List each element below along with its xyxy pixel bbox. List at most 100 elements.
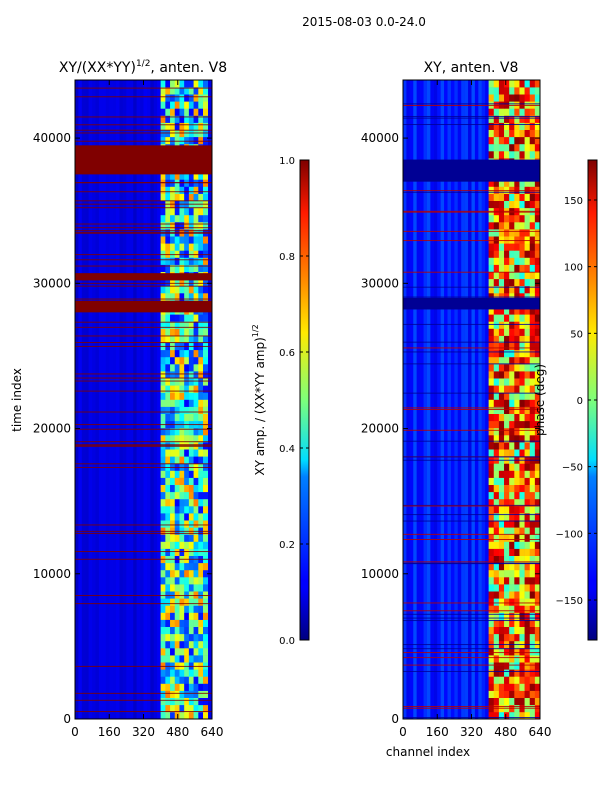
heatmap-cell bbox=[165, 427, 171, 436]
heatmap-cell bbox=[75, 80, 79, 719]
heatmap-cell bbox=[504, 612, 510, 620]
heatmap-cell bbox=[509, 179, 515, 187]
colorbar-tick-label: 50 bbox=[570, 329, 583, 340]
heatmap-cell bbox=[493, 129, 500, 138]
heatmap-cell bbox=[188, 278, 194, 287]
heatmap-cell bbox=[493, 378, 500, 386]
heatmap-cell bbox=[184, 648, 190, 656]
heatmap-cell bbox=[509, 314, 515, 322]
heatmap-cell bbox=[529, 356, 536, 365]
heatmap-cell bbox=[165, 285, 171, 294]
heatmap-cell bbox=[188, 87, 194, 95]
heatmap-cell bbox=[170, 243, 176, 251]
heatmap-cell bbox=[514, 250, 520, 258]
heatmap-cell bbox=[519, 285, 525, 294]
heatmap-cell bbox=[203, 427, 209, 436]
heatmap-cell bbox=[498, 236, 505, 244]
heatmap-cell bbox=[488, 619, 495, 627]
heatmap-cell bbox=[198, 427, 204, 436]
heatmap-cell bbox=[184, 697, 190, 706]
heatmap-cell bbox=[524, 697, 531, 706]
heatmap-cell bbox=[203, 569, 209, 578]
heatmap-cell bbox=[203, 449, 209, 457]
heatmap-cell bbox=[165, 491, 171, 500]
heatmap-cell bbox=[514, 271, 520, 280]
heatmap-cell bbox=[504, 250, 510, 258]
heatmap-cell bbox=[504, 527, 510, 535]
heatmap-cell bbox=[524, 236, 531, 244]
heatmap-cell bbox=[184, 569, 190, 578]
heatmap-cell bbox=[488, 477, 495, 485]
heatmap-cell bbox=[488, 108, 495, 116]
heatmap-cell bbox=[514, 378, 520, 386]
heatmap-cell bbox=[174, 704, 180, 713]
heatmap-cell bbox=[529, 342, 536, 351]
heatmap-cell bbox=[509, 513, 515, 521]
heatmap-cell bbox=[160, 264, 166, 272]
x-tick-label: 0 bbox=[71, 725, 79, 739]
heatmap-cell bbox=[174, 378, 180, 386]
heatmap-cell bbox=[493, 214, 500, 223]
heatmap-cell bbox=[514, 562, 520, 571]
heatmap-cell bbox=[188, 172, 194, 180]
heatmap-cell bbox=[170, 704, 176, 713]
heatmap-cell bbox=[461, 80, 465, 719]
heatmap-cell bbox=[174, 484, 180, 493]
heatmap-cell bbox=[509, 541, 515, 549]
heatmap-cell bbox=[514, 136, 520, 145]
heatmap-cell bbox=[514, 498, 520, 507]
heatmap-cell bbox=[529, 690, 536, 698]
heatmap-cell bbox=[504, 619, 510, 627]
heatmap-cell bbox=[174, 222, 180, 230]
heatmap-cell bbox=[406, 80, 410, 719]
heatmap-cell bbox=[524, 520, 531, 528]
heatmap-cell bbox=[534, 321, 541, 329]
heatmap-cell bbox=[188, 371, 194, 379]
heatmap-cell bbox=[509, 129, 515, 138]
heatmap-cell bbox=[160, 711, 166, 720]
flag-line bbox=[403, 620, 540, 622]
heatmap-cell bbox=[488, 555, 495, 564]
heatmap-cell bbox=[493, 328, 500, 336]
heatmap-cell bbox=[509, 683, 515, 691]
heatmap-cell bbox=[519, 442, 525, 450]
heatmap-cell bbox=[519, 555, 525, 564]
heatmap-cell bbox=[488, 193, 495, 201]
heatmap-cell bbox=[193, 655, 199, 663]
saturated-band bbox=[75, 145, 212, 175]
heatmap-cell bbox=[160, 704, 166, 713]
heatmap-cell bbox=[534, 349, 541, 358]
heatmap-cell bbox=[493, 278, 500, 287]
heatmap-cell bbox=[188, 293, 194, 301]
heatmap-cell bbox=[170, 456, 176, 464]
heatmap-cell bbox=[188, 406, 194, 414]
heatmap-cell bbox=[529, 520, 536, 528]
heatmap-cell bbox=[524, 427, 531, 436]
heatmap-cell bbox=[203, 577, 209, 585]
heatmap-cell bbox=[165, 662, 171, 670]
heatmap-cell bbox=[165, 484, 171, 493]
heatmap-cell bbox=[179, 285, 185, 294]
heatmap-cell bbox=[488, 129, 495, 138]
heatmap-cell bbox=[184, 690, 190, 698]
heatmap-cell bbox=[509, 321, 515, 329]
heatmap-cell bbox=[160, 584, 166, 592]
heatmap-cell bbox=[78, 80, 82, 719]
heatmap-cell bbox=[524, 662, 531, 670]
heatmap-cell bbox=[160, 257, 166, 265]
heatmap-cell bbox=[529, 711, 536, 720]
left-panel: XY/(XX*YY)1/2, anten. V8 010000200003000… bbox=[10, 59, 227, 739]
heatmap-cell bbox=[170, 264, 176, 272]
heatmap-cell bbox=[498, 484, 505, 493]
heatmap-cell bbox=[524, 420, 531, 429]
heatmap-cell bbox=[488, 534, 495, 542]
heatmap-cell bbox=[534, 122, 541, 130]
heatmap-cell bbox=[170, 108, 176, 116]
heatmap-cell bbox=[534, 385, 541, 393]
left-colorbar-ticks: 0.00.20.40.60.81.0 bbox=[279, 156, 309, 647]
heatmap-cell bbox=[184, 222, 190, 230]
heatmap-cell bbox=[493, 555, 500, 564]
y-tick-label: 40000 bbox=[361, 131, 399, 145]
heatmap-cell bbox=[519, 399, 525, 407]
